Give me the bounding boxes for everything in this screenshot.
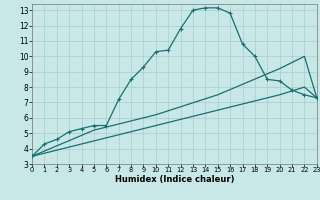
X-axis label: Humidex (Indice chaleur): Humidex (Indice chaleur) [115,175,234,184]
